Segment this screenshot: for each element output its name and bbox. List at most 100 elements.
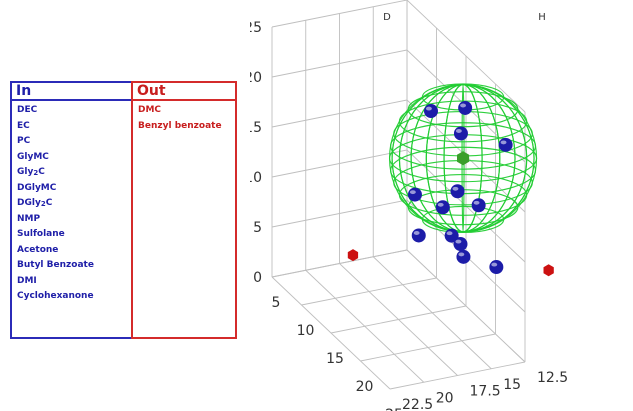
- point-ball: [498, 137, 513, 152]
- in-solvent-point: [424, 104, 438, 119]
- legend-in-item-text: DGlyMC: [17, 182, 57, 193]
- legend-in-item: GlyMC: [17, 150, 131, 166]
- in-solvent-point: [453, 237, 468, 252]
- p-axis-tick: 15: [250, 120, 262, 136]
- point-ball: [471, 198, 486, 213]
- out-solvent-point: [543, 264, 554, 277]
- d-axis-tick: 25: [385, 407, 403, 411]
- legend-in-item-text: Cyclohexanone: [17, 291, 94, 301]
- point-ball: [489, 260, 504, 275]
- point-highlight: [491, 262, 498, 267]
- h-axis-tick: 15: [503, 377, 521, 393]
- legend-in-item-text: Butyl Benzoate: [17, 260, 94, 270]
- in-solvent-point: [444, 228, 459, 243]
- legend-in-item: PC: [17, 134, 131, 150]
- p-axis-tick: 10: [250, 170, 262, 186]
- legend-in-item-text: PC: [17, 136, 31, 146]
- legend-in-list: DEC EC PC GlyMC Gly2C DGlyMC DGly2C NMP Sulfolan…: [12, 101, 131, 305]
- point-highlight: [458, 252, 465, 257]
- legend-out-title: Out: [133, 83, 235, 101]
- point-highlight: [413, 231, 420, 235]
- in-solvent-point: [458, 100, 473, 115]
- point-highlight: [437, 202, 444, 207]
- legend-in-item: Gly2C: [17, 165, 131, 181]
- legend-in-item-suffix: C: [38, 167, 45, 177]
- point-ball: [456, 249, 471, 264]
- legend-in-item: Butyl Benzoate: [17, 258, 131, 274]
- h-axis-tick: 22.5: [402, 397, 433, 411]
- point-highlight: [455, 129, 462, 133]
- grid-line: [305, 269, 425, 383]
- point-highlight: [452, 186, 459, 191]
- d-axis-tick: 20: [356, 379, 374, 395]
- point-ball: [453, 126, 468, 141]
- h-axis-tick: 12.5: [537, 370, 568, 386]
- sphere-latitude: [390, 122, 537, 170]
- grid-line: [339, 263, 458, 376]
- grid-line: [271, 276, 391, 390]
- legend-out-box: Out DMC Benzyl benzoate: [131, 81, 237, 339]
- in-solvent-point: [489, 260, 504, 275]
- legend-in-item-text: DGly: [17, 198, 41, 208]
- in-solvent-point: [435, 200, 450, 215]
- d-axis-tick: 10: [297, 323, 315, 339]
- point-ball: [458, 100, 473, 115]
- legend-in-item: Acetone: [17, 243, 131, 259]
- p-axis-tick: 0: [253, 270, 262, 286]
- point-highlight: [473, 200, 480, 205]
- in-solvent-point: [450, 184, 465, 199]
- point-highlight: [455, 239, 462, 244]
- sphere-latitude: [398, 174, 528, 216]
- point-ball: [450, 184, 465, 199]
- legend-in-box: In DEC EC PC GlyMC Gly2C DGlyMC DGly2C NMP Sulfo…: [10, 81, 133, 339]
- sphere-latitude: [421, 205, 505, 234]
- h-axis-tick: 17.5: [470, 384, 501, 400]
- legend-in-item: DGlyMC: [17, 181, 131, 197]
- h-axis-label: H: [538, 12, 546, 23]
- point-ball: [435, 200, 450, 215]
- sphere-latitude: [407, 91, 519, 128]
- d-axis-tick: 5: [272, 295, 281, 311]
- legend-in-item: DMI: [17, 274, 131, 290]
- legend-in-item: Cyclohexanone: [17, 289, 131, 305]
- legend-in-item: NMP: [17, 212, 131, 228]
- point-ball: [453, 237, 468, 252]
- legend-out-item-text: Benzyl benzoate: [138, 120, 222, 131]
- out-solvent-point: [347, 249, 359, 262]
- legend-in-item-text: NMP: [17, 213, 41, 224]
- legend-out-item-text: DMC: [138, 105, 162, 115]
- legend-in-item: EC: [17, 119, 131, 135]
- point-ball: [407, 187, 422, 202]
- legend-out-list: DMC Benzyl benzoate: [133, 101, 235, 134]
- legend-in-item-text: EC: [17, 120, 30, 131]
- legend-in-item-suffix: C: [45, 198, 53, 208]
- in-solvent-point: [498, 137, 513, 152]
- legend-in-item-text: DEC: [17, 105, 38, 115]
- legend-out-item: DMC: [138, 103, 235, 119]
- in-solvent-point: [411, 228, 426, 243]
- in-solvent-point: [456, 249, 471, 264]
- sphere-longitude: [391, 84, 535, 233]
- legend-in-item: DGly2C: [17, 196, 131, 212]
- d-axis-tick: 15: [326, 351, 344, 367]
- in-solvent-point: [407, 187, 422, 202]
- legend-in-item-text: Gly: [17, 167, 34, 177]
- legend-in-item-text: Acetone: [17, 244, 59, 255]
- p-axis-tick: 5: [253, 220, 262, 236]
- legend-in-item: DEC: [17, 103, 131, 119]
- p-axis-tick: 25: [250, 20, 262, 36]
- point-highlight: [500, 140, 507, 145]
- legend-in-item: Sulfolane: [17, 227, 131, 243]
- point-highlight: [425, 106, 432, 111]
- point-highlight: [409, 190, 416, 195]
- p-axis-tick: 20: [250, 70, 262, 86]
- d-axis-label: D: [383, 12, 391, 23]
- point-highlight: [460, 103, 466, 108]
- data-points: [347, 100, 554, 277]
- legend-in-item-text: Sulfolane: [17, 229, 65, 239]
- legend-in-item-text: GlyMC: [17, 151, 49, 162]
- point-highlight: [446, 231, 453, 236]
- legend-out-item: Benzyl benzoate: [138, 119, 235, 135]
